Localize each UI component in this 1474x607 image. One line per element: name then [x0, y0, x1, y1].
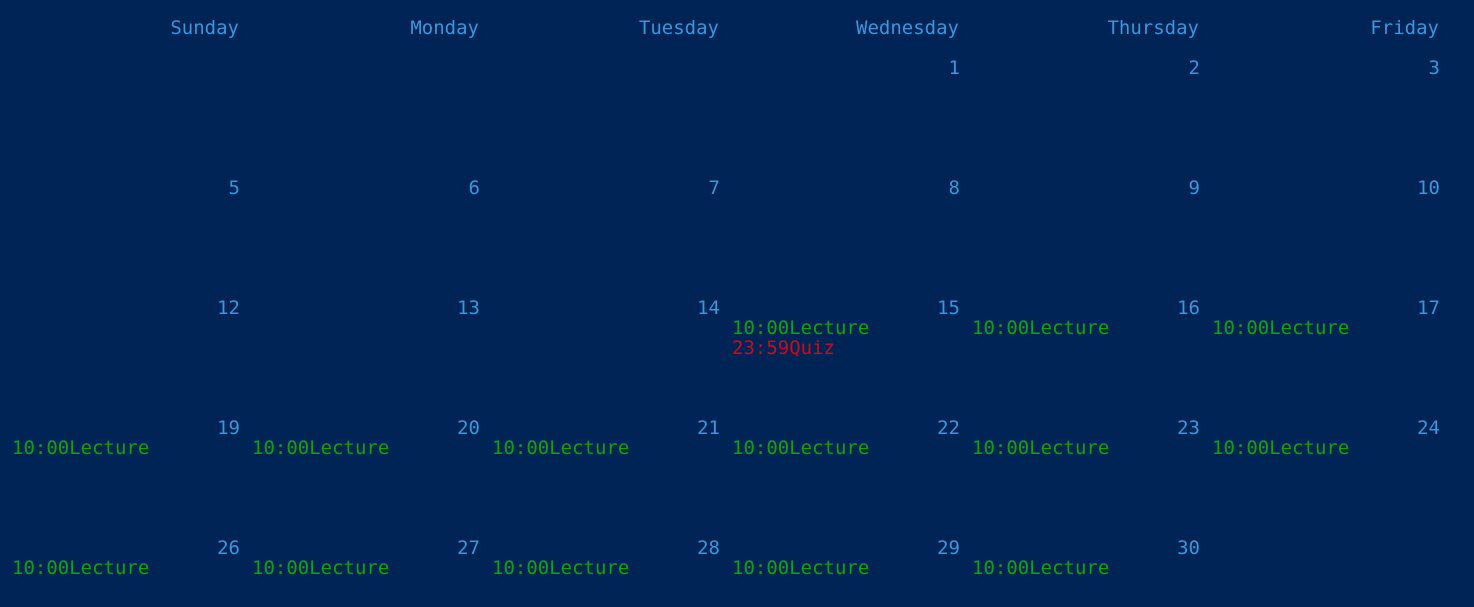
day-number: 2	[1188, 57, 1200, 79]
event-time: 10:00	[252, 437, 310, 459]
lecture-event: 10:00Lecture	[492, 558, 629, 578]
lecture-event: 10:00Lecture	[1212, 318, 1349, 338]
lecture-event: 10:00Lecture	[12, 558, 149, 578]
weekday-header-sunday: Sunday	[170, 17, 239, 39]
day-number: 7	[708, 177, 720, 199]
event-time: 10:00	[732, 557, 790, 579]
day-number: 21	[697, 417, 720, 439]
event-title: Lecture	[1269, 317, 1350, 339]
event-title: Lecture	[789, 557, 870, 579]
day-number: 27	[457, 537, 480, 559]
lecture-event: 10:00Lecture	[972, 438, 1109, 458]
event-time: 10:00	[1212, 317, 1270, 339]
lecture-event: 10:00Lecture	[972, 318, 1109, 338]
event-time: 10:00	[12, 437, 70, 459]
event-title: Lecture	[1029, 557, 1110, 579]
event-title: Lecture	[309, 557, 390, 579]
event-title: Lecture	[789, 317, 870, 339]
day-number: 26	[217, 537, 240, 559]
event-time: 10:00	[972, 437, 1030, 459]
day-number: 15	[937, 297, 960, 319]
weekday-header-thursday: Thursday	[1107, 17, 1199, 39]
day-number: 5	[228, 177, 240, 199]
day-number: 16	[1177, 297, 1200, 319]
lecture-event: 10:00Lecture	[12, 438, 149, 458]
weekday-header-monday: Monday	[410, 17, 479, 39]
lecture-event: 10:00Lecture	[732, 558, 869, 578]
event-title: Lecture	[309, 437, 390, 459]
day-number: 3	[1428, 57, 1440, 79]
event-time: 10:00	[12, 557, 70, 579]
event-time: 10:00	[1212, 437, 1270, 459]
day-number: 1	[948, 57, 960, 79]
event-title: Lecture	[1269, 437, 1350, 459]
day-number: 6	[468, 177, 480, 199]
lecture-event: 10:00Lecture	[732, 438, 869, 458]
day-number: 17	[1417, 297, 1440, 319]
event-title: Lecture	[1029, 437, 1110, 459]
lecture-event: 10:00Lecture	[252, 438, 389, 458]
event-title: Lecture	[69, 437, 150, 459]
lecture-event: 10:00Lecture	[1212, 438, 1349, 458]
day-number: 9	[1188, 177, 1200, 199]
event-time: 23:59	[732, 337, 790, 359]
day-number: 28	[697, 537, 720, 559]
weekday-header-friday: Friday	[1370, 17, 1439, 39]
day-number: 22	[937, 417, 960, 439]
day-number: 19	[217, 417, 240, 439]
day-number: 24	[1417, 417, 1440, 439]
day-number: 29	[937, 537, 960, 559]
event-title: Lecture	[549, 437, 630, 459]
day-number: 14	[697, 297, 720, 319]
day-number: 12	[217, 297, 240, 319]
event-time: 10:00	[252, 557, 310, 579]
event-time: 10:00	[492, 557, 550, 579]
event-title: Quiz	[789, 337, 835, 359]
day-number: 13	[457, 297, 480, 319]
weekday-header-wednesday: Wednesday	[856, 17, 959, 39]
quiz-event: 23:59Quiz	[732, 338, 835, 358]
event-title: Lecture	[789, 437, 870, 459]
lecture-event: 10:00Lecture	[252, 558, 389, 578]
weekday-header-tuesday: Tuesday	[638, 17, 719, 39]
lecture-event: 10:00Lecture	[972, 558, 1109, 578]
event-time: 10:00	[492, 437, 550, 459]
day-number: 30	[1177, 537, 1200, 559]
event-time: 10:00	[732, 317, 790, 339]
day-number: 20	[457, 417, 480, 439]
event-title: Lecture	[1029, 317, 1110, 339]
event-time: 10:00	[972, 557, 1030, 579]
event-title: Lecture	[69, 557, 150, 579]
lecture-event: 10:00Lecture	[492, 438, 629, 458]
event-time: 10:00	[732, 437, 790, 459]
lecture-event: 10:00Lecture	[732, 318, 869, 338]
day-number: 8	[948, 177, 960, 199]
day-number: 10	[1417, 177, 1440, 199]
day-number: 23	[1177, 417, 1200, 439]
event-title: Lecture	[549, 557, 630, 579]
event-time: 10:00	[972, 317, 1030, 339]
